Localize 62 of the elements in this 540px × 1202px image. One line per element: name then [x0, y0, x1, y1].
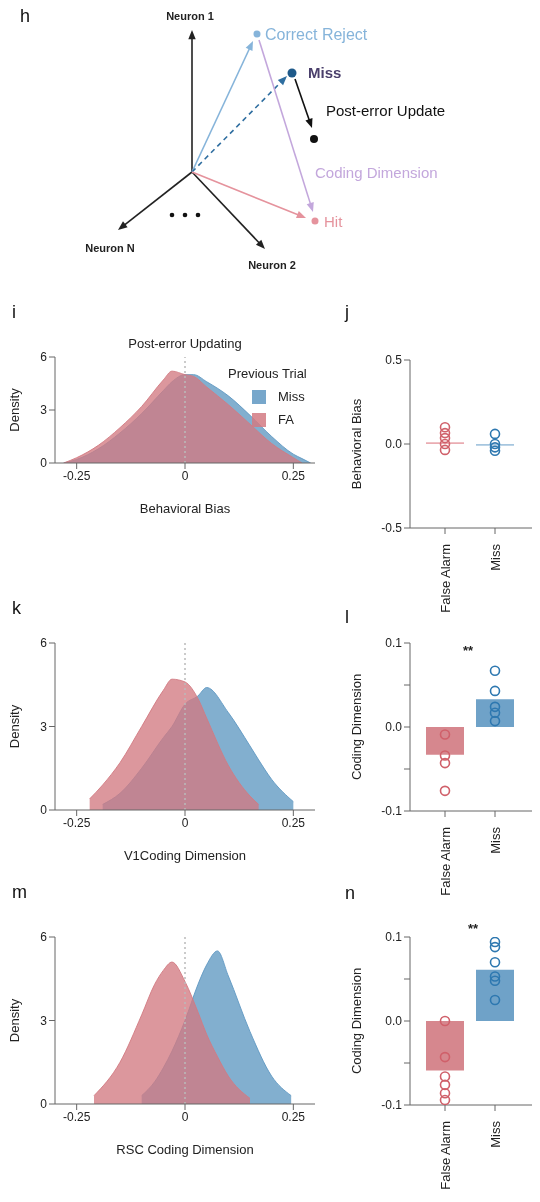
y-axis-title: Density — [6, 387, 22, 432]
y-tick-label: 0.1 — [385, 930, 403, 945]
text: ** — [466, 921, 480, 936]
x-tick-label: -0.25 — [62, 468, 91, 483]
x-axis-title: V1Coding Dimension — [123, 848, 247, 863]
chart-title: Post-error Updating — [127, 336, 243, 351]
y-tick-label: 3 — [40, 403, 48, 418]
x-tick-label: 0 — [181, 1109, 189, 1124]
text: Hit — [324, 213, 344, 230]
y-tick-label: 0.0 — [385, 1014, 403, 1029]
x-tick-label: False Alarm — [437, 827, 453, 896]
y-tick-label: 0 — [40, 1097, 48, 1112]
y-axis-title: Density — [6, 704, 22, 749]
x-tick-label: 0 — [181, 468, 189, 483]
y-tick-label: -0.5 — [381, 521, 403, 536]
legend-title: Previous Trial — [228, 366, 308, 381]
y-tick-label: 0.0 — [385, 720, 403, 735]
x-tick-label: False Alarm — [437, 544, 453, 613]
x-tick-label: Miss — [487, 826, 503, 854]
y-axis-title: Density — [6, 998, 22, 1043]
y-axis-title: Coding Dimension — [348, 967, 364, 1075]
y-tick-label: 3 — [40, 1013, 48, 1028]
x-tick-label: 0 — [181, 815, 189, 830]
y-tick-label: 6 — [40, 636, 48, 651]
x-axis-title: Behavioral Bias — [139, 501, 231, 516]
x-tick-label: False Alarm — [437, 1121, 453, 1190]
y-tick-label: 6 — [40, 350, 48, 365]
text: Post-error Update — [326, 102, 446, 119]
x-tick-label: 0.25 — [281, 815, 306, 830]
y-tick-label: 0.5 — [385, 353, 403, 368]
y-axis-title: Behavioral Bias — [348, 398, 364, 490]
text: Neuron N — [85, 242, 135, 254]
annotation: ** — [461, 643, 475, 658]
x-axis-title: RSC Coding Dimension — [116, 1142, 254, 1157]
y-tick-label: 0.1 — [385, 636, 403, 651]
text: Neuron 2 — [248, 259, 296, 271]
text: i — [12, 302, 16, 323]
text: Miss — [308, 64, 342, 81]
y-tick-label: 0 — [40, 803, 48, 818]
y-tick-label: 3 — [40, 719, 48, 734]
text: h — [20, 6, 31, 26]
x-tick-label: -0.25 — [62, 1109, 91, 1124]
text: Neuron 1 — [166, 10, 214, 22]
x-tick-label: 0.25 — [281, 468, 306, 483]
y-axis-title: Coding Dimension — [348, 673, 364, 781]
text: n — [345, 883, 356, 904]
x-tick-label: -0.25 — [62, 815, 91, 830]
text: Correct Reject — [265, 26, 368, 43]
y-tick-label: -0.1 — [381, 804, 403, 819]
text: j — [345, 302, 349, 323]
text: m — [12, 882, 27, 903]
y-tick-label: 0.0 — [385, 437, 403, 452]
y-tick-label: 0 — [40, 456, 48, 471]
x-tick-label: Miss — [487, 1120, 503, 1148]
text: l — [345, 607, 349, 628]
x-tick-label: 0.25 — [281, 1109, 306, 1124]
legend-label: FA — [278, 412, 294, 427]
y-tick-label: 6 — [40, 930, 48, 945]
legend-label: Miss — [278, 389, 305, 404]
text: k — [12, 598, 21, 619]
text: Coding Dimension — [315, 164, 438, 181]
y-tick-label: -0.1 — [381, 1098, 403, 1113]
